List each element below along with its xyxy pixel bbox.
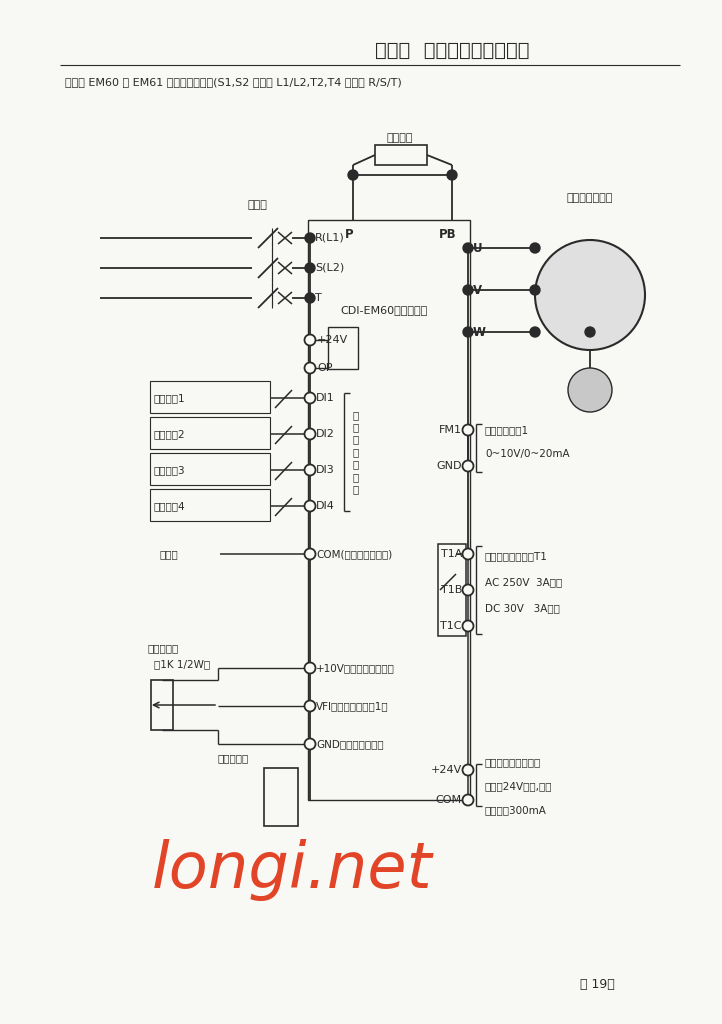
- Circle shape: [305, 663, 316, 674]
- Text: DI3: DI3: [316, 465, 335, 475]
- Text: 第三章  变频器的安装及接线: 第三章 变频器的安装及接线: [375, 41, 530, 59]
- Circle shape: [463, 765, 474, 775]
- Text: PB: PB: [439, 227, 457, 241]
- Text: CDI-EM60系列调速器: CDI-EM60系列调速器: [340, 305, 427, 315]
- Circle shape: [305, 335, 316, 345]
- Bar: [151, 680, 173, 730]
- Text: 数字输入1: 数字输入1: [154, 393, 186, 403]
- Bar: [150, 417, 270, 449]
- Bar: [438, 544, 466, 636]
- Text: U: U: [473, 242, 482, 255]
- Text: +24V: +24V: [431, 765, 462, 775]
- Text: T: T: [315, 293, 322, 303]
- Circle shape: [447, 170, 457, 180]
- Text: 下面是 EM60 和 EM61 控制回路接线图(S1,S2 机型接 L1/L2,T2,T4 机型接 R/S/T): 下面是 EM60 和 EM61 控制回路接线图(S1,S2 机型接 L1/L2,…: [65, 77, 401, 87]
- Text: 数字输入3: 数字输入3: [154, 465, 186, 475]
- Circle shape: [305, 465, 316, 475]
- Text: T1A: T1A: [440, 549, 462, 559]
- Circle shape: [305, 392, 316, 403]
- Circle shape: [530, 327, 540, 337]
- Circle shape: [585, 327, 595, 337]
- Circle shape: [305, 362, 316, 374]
- Text: AC 250V  3A以下: AC 250V 3A以下: [485, 577, 562, 587]
- Circle shape: [305, 233, 315, 243]
- Text: GND: GND: [437, 461, 462, 471]
- Circle shape: [305, 263, 315, 273]
- Bar: [150, 489, 270, 521]
- Circle shape: [530, 243, 540, 253]
- Circle shape: [535, 240, 645, 350]
- Bar: [264, 768, 298, 826]
- Circle shape: [305, 700, 316, 712]
- Text: COM: COM: [436, 795, 462, 805]
- Circle shape: [305, 549, 316, 559]
- Circle shape: [348, 170, 358, 180]
- Text: 0~10V/0~20mA: 0~10V/0~20mA: [485, 449, 570, 459]
- Text: OP: OP: [317, 362, 333, 373]
- Text: 数
字
量
输
入
端
子: 数 字 量 输 入 端 子: [353, 410, 360, 495]
- Circle shape: [530, 285, 540, 295]
- Text: COM(数字信号公共端): COM(数字信号公共端): [316, 549, 392, 559]
- Text: 公共端: 公共端: [160, 549, 179, 559]
- Text: 外提供24V电源,最大: 外提供24V电源,最大: [485, 781, 552, 791]
- Circle shape: [463, 327, 473, 337]
- Circle shape: [568, 368, 612, 412]
- Text: 外接电位器: 外接电位器: [148, 643, 179, 653]
- Text: R(L1): R(L1): [315, 233, 344, 243]
- Text: W: W: [473, 326, 486, 339]
- Text: V: V: [473, 284, 482, 297]
- Text: DC 30V   3A以下: DC 30V 3A以下: [485, 603, 560, 613]
- Text: 多功能继电器输出T1: 多功能继电器输出T1: [485, 551, 548, 561]
- Text: 模拟信号输出1: 模拟信号输出1: [485, 425, 529, 435]
- Bar: [308, 220, 470, 800]
- Text: 数字输入2: 数字输入2: [154, 429, 186, 439]
- Circle shape: [463, 243, 473, 253]
- Text: 制动电阻: 制动电阻: [387, 133, 413, 143]
- Text: longi.net: longi.net: [152, 839, 432, 901]
- Text: 断路器: 断路器: [248, 200, 268, 210]
- Text: DI4: DI4: [316, 501, 335, 511]
- Circle shape: [463, 585, 474, 596]
- Text: 扩展卡接口: 扩展卡接口: [218, 753, 249, 763]
- Circle shape: [463, 285, 473, 295]
- Text: GND（模拟信号地）: GND（模拟信号地）: [316, 739, 383, 749]
- Text: （1K 1/2W）: （1K 1/2W）: [154, 659, 210, 669]
- Bar: [375, 145, 427, 165]
- Text: M: M: [578, 283, 602, 307]
- Circle shape: [463, 461, 474, 471]
- Circle shape: [305, 738, 316, 750]
- Bar: [328, 327, 358, 369]
- Circle shape: [305, 428, 316, 439]
- Bar: [150, 381, 270, 413]
- Text: DI1: DI1: [316, 393, 335, 403]
- Text: 数字信号电源，可向: 数字信号电源，可向: [485, 757, 542, 767]
- Text: 三相异步电动机: 三相异步电动机: [567, 193, 613, 203]
- Circle shape: [305, 293, 315, 303]
- Circle shape: [305, 501, 316, 512]
- Text: +10V（模拟信号电源）: +10V（模拟信号电源）: [316, 663, 395, 673]
- Bar: [150, 453, 270, 485]
- Text: S(L2): S(L2): [315, 263, 344, 273]
- Circle shape: [463, 549, 473, 559]
- Text: T1C: T1C: [440, 621, 462, 631]
- Text: +24V: +24V: [317, 335, 348, 345]
- Circle shape: [463, 549, 474, 559]
- Circle shape: [463, 425, 474, 435]
- Text: VFI（模拟信号输入1）: VFI（模拟信号输入1）: [316, 701, 388, 711]
- Circle shape: [463, 621, 474, 632]
- Text: T1B: T1B: [440, 585, 462, 595]
- Circle shape: [463, 795, 474, 806]
- Text: DI2: DI2: [316, 429, 335, 439]
- Text: P: P: [344, 227, 353, 241]
- Text: FM1: FM1: [439, 425, 462, 435]
- Text: 第 19页: 第 19页: [580, 979, 614, 991]
- Text: 数字输入4: 数字输入4: [154, 501, 186, 511]
- Text: 输出电流300mA: 输出电流300mA: [485, 805, 547, 815]
